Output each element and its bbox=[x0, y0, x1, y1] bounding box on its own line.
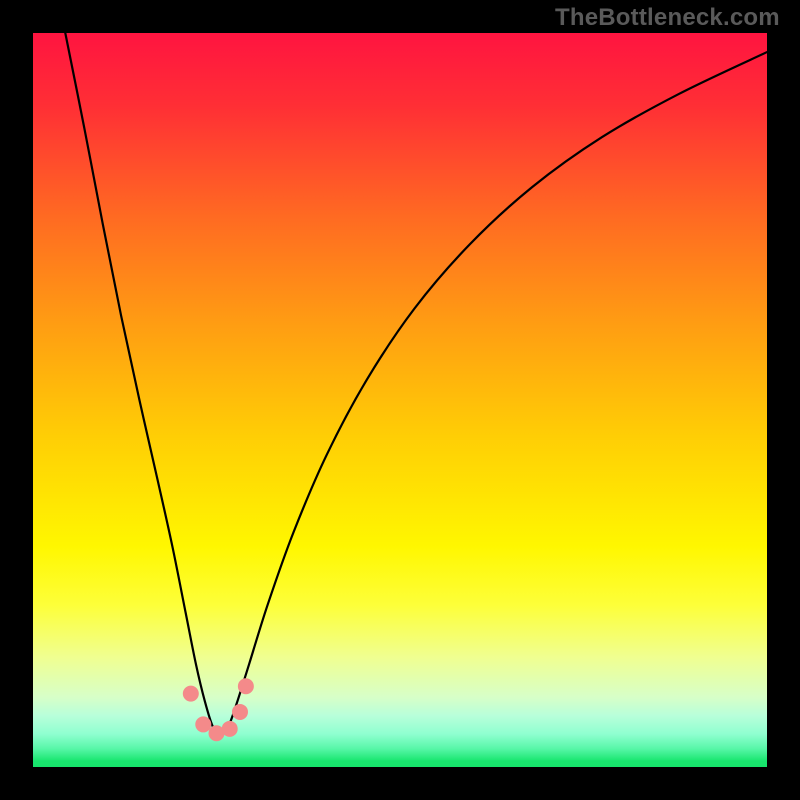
marker-point bbox=[209, 726, 224, 741]
bottleneck-chart bbox=[0, 0, 800, 800]
plot-area bbox=[33, 33, 767, 767]
marker-point bbox=[196, 717, 211, 732]
marker-point bbox=[183, 686, 198, 701]
marker-point bbox=[222, 721, 237, 736]
marker-point bbox=[232, 704, 247, 719]
gradient-background bbox=[33, 33, 767, 767]
watermark-text: TheBottleneck.com bbox=[555, 4, 780, 32]
marker-point bbox=[238, 679, 253, 694]
